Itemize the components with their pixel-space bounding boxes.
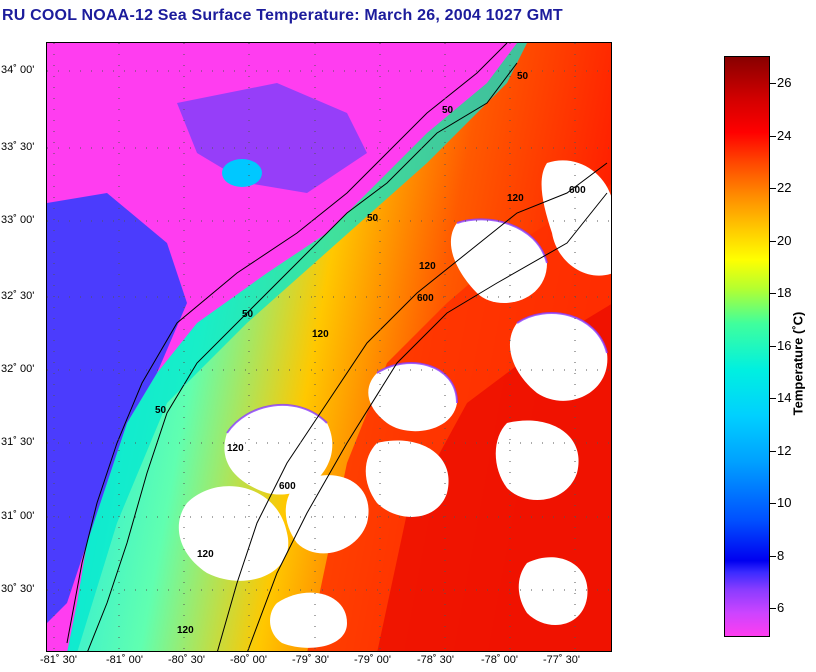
colorbar-label: 14	[777, 390, 792, 405]
colorbar-label: 12	[777, 443, 792, 458]
longitude-label: -77˚ 30'	[543, 654, 580, 666]
colorbar-label: 16	[777, 338, 792, 353]
colorbar-title: Temperature (˚C)	[790, 311, 806, 416]
isobath-label: 600	[279, 481, 296, 492]
isobath-label: 600	[417, 293, 434, 304]
colorbar-tick	[770, 136, 776, 137]
isobath-label: 50	[367, 213, 379, 224]
cloud	[450, 219, 547, 303]
colorbar-tick	[770, 83, 776, 84]
isobath-label: 120	[177, 625, 194, 636]
longitude-label: -80˚ 00'	[230, 654, 267, 666]
colorbar-tick	[770, 503, 776, 504]
colorbar-tick	[770, 188, 776, 189]
isobath-label: 120	[419, 261, 436, 272]
page-title: RU COOL NOAA-12 Sea Surface Temperature:…	[2, 7, 563, 24]
cloud	[509, 313, 608, 401]
latitude-label: 30˚ 30'	[1, 583, 35, 595]
colorbar-tick	[770, 556, 776, 557]
isobath-label: 600	[569, 185, 586, 196]
cloud	[541, 160, 611, 276]
colorbar-tick	[770, 241, 776, 242]
colorbar-tick	[770, 451, 776, 452]
cold-inland	[47, 193, 187, 623]
longitude-label: -81˚ 30'	[40, 654, 77, 666]
colorbar-label: 22	[777, 180, 792, 195]
colorbar-tick	[770, 608, 776, 609]
cold-inland-north	[177, 83, 367, 193]
longitude-label: -80˚ 30'	[168, 654, 205, 666]
cloud	[495, 420, 579, 500]
longitude-label: -78˚ 30'	[417, 654, 454, 666]
cloud	[368, 363, 457, 432]
coastline	[66, 43, 508, 644]
colorbar-tick	[770, 346, 776, 347]
isobath-label: 120	[507, 193, 524, 204]
temperature-colorbar	[724, 56, 770, 637]
isobath-label: 50	[442, 105, 454, 116]
isobath-label: 50	[242, 309, 254, 320]
cloud	[518, 557, 588, 625]
isobath-label: 120	[312, 329, 329, 340]
latitude-label: 31˚ 00'	[1, 510, 35, 522]
isobath-label: 120	[227, 443, 244, 454]
cloud	[365, 440, 449, 517]
longitude-label: -79˚ 30'	[292, 654, 329, 666]
colorbar-label: 24	[777, 128, 792, 143]
latitude-label: 32˚ 30'	[1, 290, 35, 302]
isobath-label: 50	[155, 405, 167, 416]
cloud	[178, 486, 289, 581]
sst-map: 50 50 50 50 50 120 120 120 120 120 120 6…	[46, 42, 612, 652]
longitude-label: -78˚ 00'	[481, 654, 518, 666]
isobath-contours	[87, 62, 608, 651]
latitude-label: 33˚ 30'	[1, 141, 35, 153]
colorbar-label: 18	[777, 285, 792, 300]
latitude-label: 31˚ 30'	[1, 436, 35, 448]
sst-map-image: 50 50 50 50 50 120 120 120 120 120 120 6…	[47, 43, 611, 651]
colorbar-label: 8	[777, 548, 785, 563]
latitude-label: 34˚ 00'	[1, 64, 35, 76]
shelf-water	[47, 43, 527, 651]
colorbar-tick	[770, 398, 776, 399]
isobath-label: 120	[197, 549, 214, 560]
colorbar-label: 10	[777, 495, 792, 510]
colorbar-label: 20	[777, 233, 792, 248]
land-area	[47, 43, 517, 651]
colorbar-label: 6	[777, 600, 785, 615]
lake	[222, 159, 262, 187]
colorbar-tick	[770, 293, 776, 294]
cloud	[270, 592, 347, 648]
isobath-label: 50	[517, 71, 529, 82]
cloud-edges	[226, 218, 608, 434]
cloud	[285, 475, 369, 554]
longitude-label: -81˚ 00'	[106, 654, 143, 666]
latitude-label: 33˚ 00'	[1, 214, 35, 226]
longitude-label: -79˚ 00'	[354, 654, 391, 666]
latitude-label: 32˚ 00'	[1, 363, 35, 375]
colorbar-label: 26	[777, 75, 792, 90]
cloud	[224, 404, 333, 495]
